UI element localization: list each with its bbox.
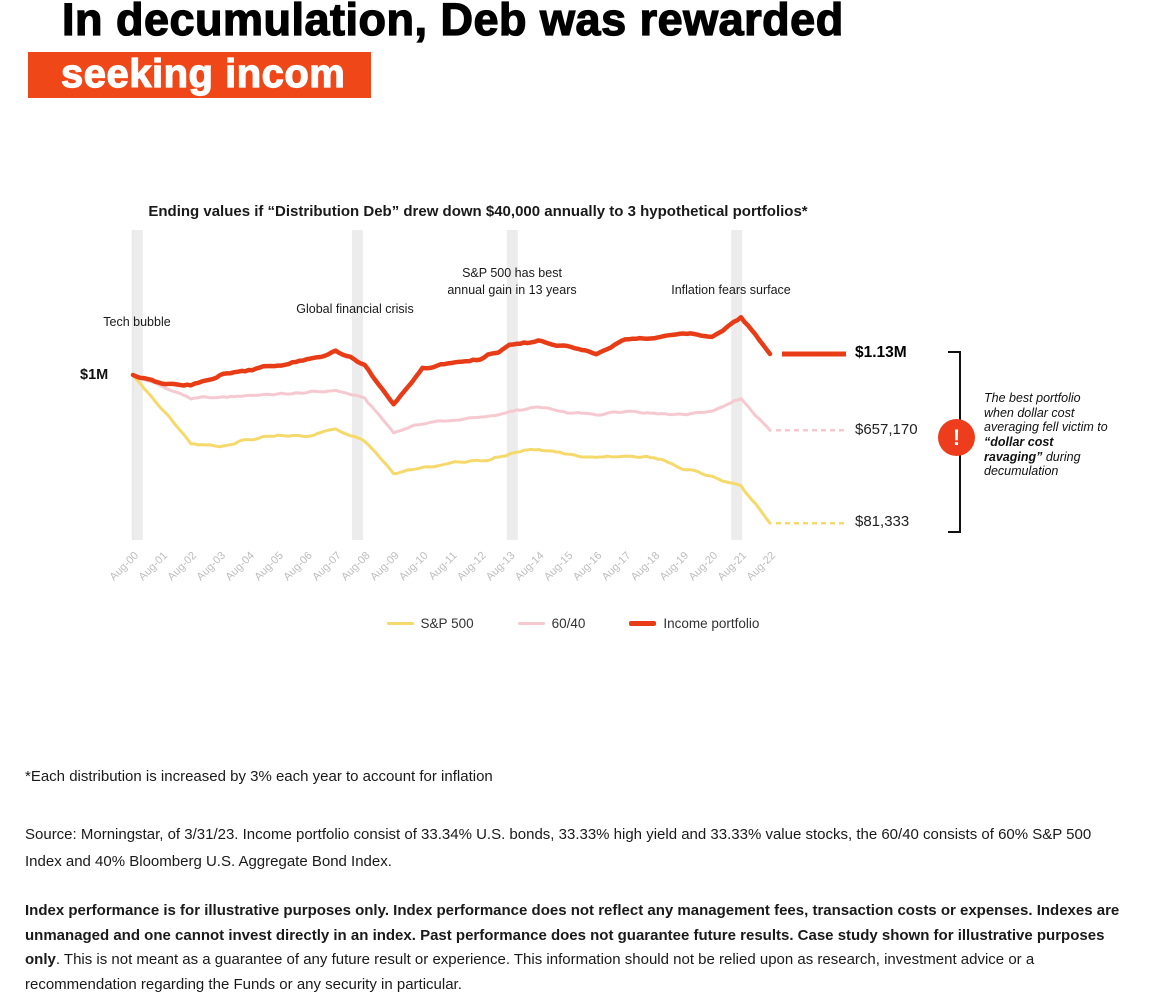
x-tick-label: Aug-05 [252, 550, 286, 584]
x-tick-label: Aug-20 [687, 550, 721, 584]
event-band [731, 230, 743, 540]
end-label-60-40: $657,170 [855, 421, 918, 438]
x-tick-label: Aug-22 [745, 550, 779, 584]
end-label-income-portfolio: $1.13M [855, 344, 907, 361]
legend-label-sp500: S&P 500 [420, 616, 474, 631]
event-band [131, 230, 143, 540]
legend-swatch-60-40 [517, 622, 545, 625]
chart-annotation: Tech bubble [103, 315, 170, 329]
x-tick-label: Aug-06 [281, 550, 315, 584]
page-title-highlight: seeking incom [28, 52, 372, 98]
event-band [351, 230, 363, 540]
x-tick-label: Aug-03 [194, 550, 228, 584]
x-tick-label: Aug-11 [427, 550, 460, 583]
x-tick-label: Aug-04 [223, 550, 257, 584]
x-tick-label: Aug-00 [108, 550, 142, 584]
chart-annotation: annual gain in 13 years [447, 283, 576, 297]
x-tick-label: Aug-02 [165, 550, 199, 584]
chart-annotation: Inflation fears surface [671, 283, 791, 297]
x-tick-label: Aug-14 [513, 550, 547, 584]
x-tick-label: Aug-15 [542, 550, 576, 584]
side-note: The best portfolio when dollar cost aver… [984, 391, 1112, 479]
legend-item-income-portfolio: Income portfolio [629, 616, 759, 631]
x-tick-label: Aug-16 [571, 550, 605, 584]
event-band [506, 230, 518, 540]
disclaimer-regular: . This is not meant as a guarantee of an… [25, 951, 1035, 992]
x-tick-label: Aug-17 [600, 550, 634, 584]
footnote-source: Source: Morningstar, of 3/31/23. Income … [25, 826, 1092, 870]
disclaimer-bold: Index performance is for illustrative pu… [25, 902, 1120, 969]
legend: S&P 500 60/40 Income portfolio [0, 616, 1146, 631]
x-tick-label: Aug-01 [137, 550, 171, 584]
series-line-1 [131, 373, 772, 435]
x-tick-label: Aug-19 [658, 550, 692, 584]
legend-item-60-40: 60/40 [517, 616, 586, 631]
x-tick-label: Aug-10 [397, 550, 431, 584]
footnote-disclaimer: Index performance is for illustrative pu… [25, 899, 1133, 992]
x-tick-label: Aug-09 [368, 550, 402, 584]
x-tick-label: Aug-07 [310, 550, 344, 584]
series-line-0 [131, 373, 772, 525]
y-axis-label: $1M [80, 367, 109, 383]
x-tick-label: Aug-08 [339, 550, 373, 584]
series-line-2 [130, 314, 773, 407]
legend-label-60-40: 60/40 [551, 616, 586, 631]
footnote-asterisk: *Each distribution is increased by 3% ea… [25, 768, 493, 785]
side-note-text: The best portfolio when dollar cost aver… [984, 391, 1108, 435]
end-label-sp500: $81,333 [855, 513, 910, 530]
side-note-bold: “dollar cost ravaging” [984, 434, 1054, 464]
x-tick-label: Aug-21 [716, 550, 750, 584]
chart-annotation: Global financial crisis [296, 302, 413, 316]
x-tick-label: Aug-18 [629, 550, 663, 584]
page-title: In decumulation, Deb was rewarded [61, 0, 844, 46]
portfolio-line-chart: Tech bubble Global financial crisis S&P 50… [103, 230, 961, 584]
x-tick-label: Aug-12 [455, 550, 489, 584]
legend-swatch-sp500 [386, 622, 414, 625]
legend-label-income-portfolio: Income portfolio [663, 616, 760, 631]
exclamation-icon: ! [938, 419, 975, 456]
chart-title: Ending values if “Distribution Deb” drew… [148, 203, 808, 220]
legend-item-sp500: S&P 500 [386, 616, 474, 631]
x-tick-label: Aug-13 [484, 550, 518, 584]
legend-swatch-income-portfolio [629, 621, 657, 626]
chart-annotation: S&P 500 has best [462, 266, 562, 280]
side-note-text-2: during decumulation [984, 449, 1081, 479]
